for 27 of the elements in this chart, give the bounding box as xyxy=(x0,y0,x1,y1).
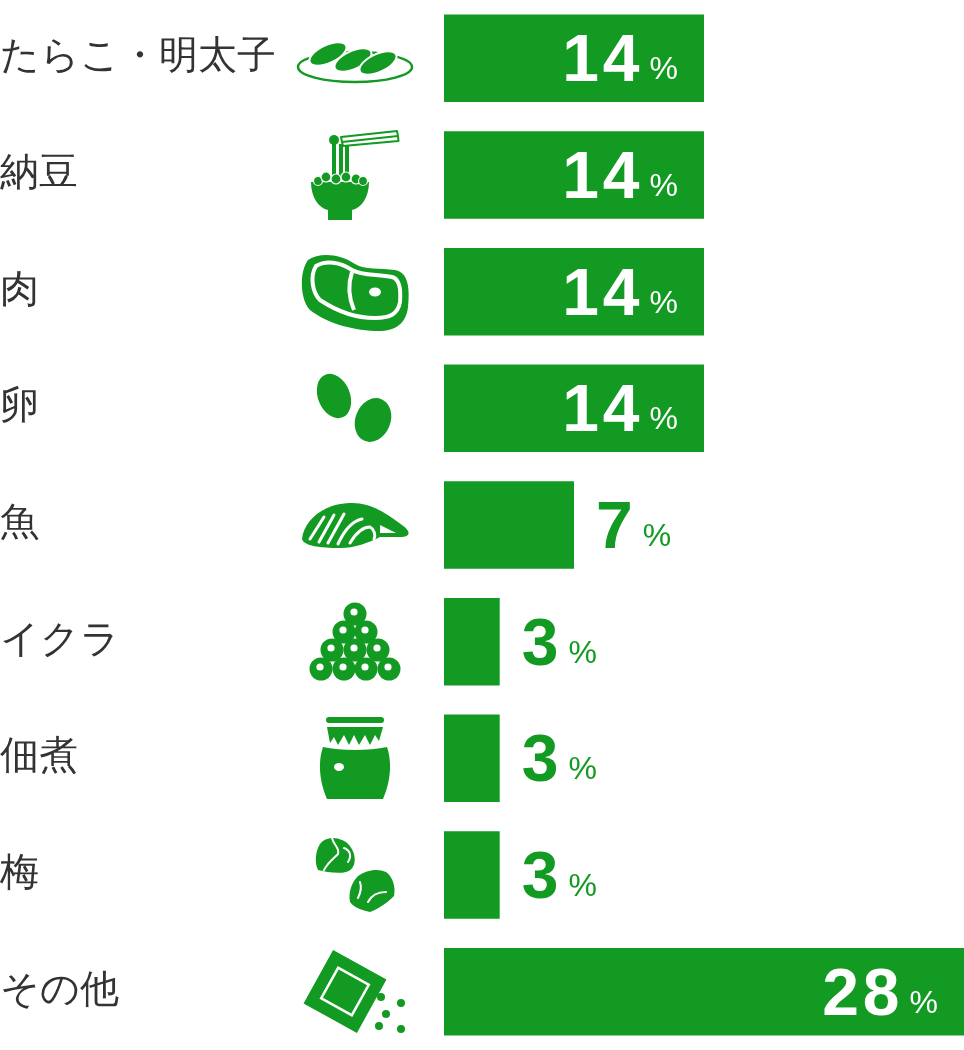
bar xyxy=(444,947,964,1036)
bar xyxy=(444,597,500,686)
data-label: 14% xyxy=(562,254,678,329)
data-label: 14% xyxy=(562,371,678,446)
bar xyxy=(444,247,704,336)
bar xyxy=(444,831,500,919)
data-label: 28% xyxy=(822,954,938,1029)
data-label: 14% xyxy=(562,21,678,96)
y-tick-label: たらこ・明太子 xyxy=(0,32,276,78)
bar xyxy=(444,14,704,103)
y-tick-label: 佃煮 xyxy=(0,732,78,778)
y-tick-label: 魚 xyxy=(0,499,39,545)
data-label: 3% xyxy=(521,604,597,679)
y-tick-label: イクラ xyxy=(0,615,120,661)
bar xyxy=(444,714,500,803)
bar xyxy=(444,131,704,219)
bar xyxy=(444,364,704,453)
data-label: 7% xyxy=(596,488,672,562)
y-tick-label: 梅 xyxy=(0,849,39,895)
y-tick-label: 肉 xyxy=(0,265,39,311)
data-label: 3% xyxy=(521,838,597,912)
y-tick-label: その他 xyxy=(0,965,119,1011)
bar xyxy=(444,481,574,569)
data-label: 3% xyxy=(521,721,597,796)
y-tick-label: 卵 xyxy=(0,382,39,428)
data-label: 14% xyxy=(562,138,678,212)
y-tick-label: 納豆 xyxy=(0,149,78,195)
